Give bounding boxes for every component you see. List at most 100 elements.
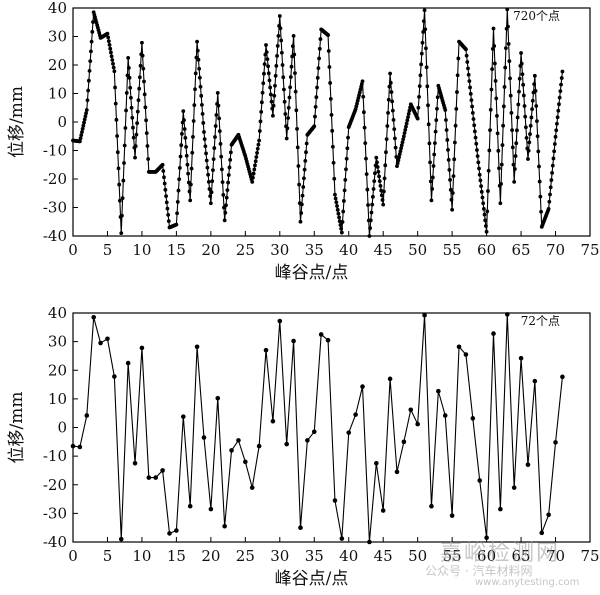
data-point	[396, 158, 401, 163]
data-point	[478, 178, 483, 183]
data-point	[553, 134, 558, 139]
data-point	[263, 347, 269, 353]
data-point	[487, 148, 492, 153]
data-point	[84, 413, 90, 418]
data-point	[394, 469, 400, 475]
y-tick-label: -40	[43, 533, 67, 551]
data-point	[378, 183, 383, 188]
data-point	[361, 94, 366, 99]
data-point	[449, 197, 454, 202]
data-point	[284, 136, 289, 141]
data-point	[219, 167, 224, 172]
data-point	[526, 148, 531, 153]
data-point	[275, 53, 279, 58]
data-point	[516, 102, 521, 107]
data-point	[453, 123, 458, 128]
data-point	[134, 132, 139, 137]
data-point	[454, 106, 459, 111]
x-tick-label: 10	[132, 547, 151, 565]
data-point	[512, 179, 517, 184]
data-point	[555, 115, 560, 120]
data-point	[135, 109, 140, 114]
data-point	[530, 98, 535, 103]
chart-72-points: 0 5 10 15 20 25 30 35 40 45 50 55 60 65 70 75 -40 -30 -20 -…	[7, 304, 600, 589]
data-point	[110, 58, 115, 62]
data-point	[107, 43, 112, 47]
data-point	[339, 536, 345, 541]
data-point	[376, 169, 381, 174]
data-point	[448, 187, 453, 192]
data-point	[523, 114, 528, 119]
data-point	[388, 71, 392, 76]
data-point	[298, 525, 303, 530]
data-point	[519, 51, 523, 55]
data-point	[421, 19, 426, 24]
data-point	[219, 154, 224, 159]
data-point	[164, 194, 168, 199]
data-point	[399, 143, 404, 148]
data-point	[387, 84, 392, 89]
data-point	[202, 137, 207, 142]
data-point	[403, 127, 408, 132]
data-point	[291, 34, 296, 38]
data-point	[268, 92, 273, 97]
data-point	[501, 123, 506, 128]
data-point	[80, 126, 85, 131]
data-point	[560, 69, 565, 74]
data-point	[422, 312, 427, 318]
data-point	[360, 79, 365, 84]
data-point	[445, 138, 450, 142]
x-tick-label: 35	[305, 547, 324, 565]
data-point	[559, 76, 564, 80]
data-point	[406, 112, 411, 116]
data-point	[281, 75, 286, 80]
data-point	[256, 142, 261, 147]
data-point	[291, 338, 296, 344]
data-point	[374, 460, 379, 466]
data-point	[529, 115, 534, 120]
series-line	[72, 313, 563, 543]
data-point	[293, 89, 298, 94]
data-point	[167, 531, 172, 536]
y-tick-label: 30	[48, 28, 67, 46]
data-point	[406, 115, 410, 119]
data-point	[484, 224, 488, 228]
data-point	[371, 187, 376, 191]
data-point	[552, 149, 557, 154]
data-point	[262, 71, 266, 76]
data-point	[136, 98, 141, 103]
data-point	[79, 133, 84, 138]
data-point	[490, 67, 495, 72]
data-point	[452, 140, 457, 145]
x-axis-title: 峰谷点/点	[275, 263, 349, 283]
data-point	[208, 201, 213, 206]
data-point	[119, 231, 124, 236]
data-point	[163, 187, 168, 192]
data-point	[82, 117, 87, 122]
data-point	[106, 35, 111, 40]
x-tick-label: 30	[270, 547, 289, 565]
data-point	[514, 141, 519, 146]
y-tick-label: 30	[48, 333, 67, 351]
data-point	[493, 79, 498, 83]
data-point	[162, 181, 167, 186]
data-point	[369, 210, 374, 215]
data-point	[271, 103, 276, 108]
data-point	[327, 65, 332, 69]
data-point	[407, 108, 412, 113]
data-point	[379, 193, 384, 198]
point-count-annotation: 72个点	[521, 314, 560, 328]
x-tick-label: 10	[132, 241, 151, 259]
data-point	[451, 174, 456, 179]
data-point	[370, 194, 375, 199]
data-point	[82, 120, 86, 125]
data-point	[116, 166, 121, 171]
data-point	[534, 104, 539, 108]
data-point	[217, 129, 222, 134]
data-point	[315, 85, 319, 90]
data-point	[269, 99, 274, 104]
data-point	[215, 396, 221, 401]
data-point	[508, 93, 513, 98]
data-point	[129, 105, 134, 110]
